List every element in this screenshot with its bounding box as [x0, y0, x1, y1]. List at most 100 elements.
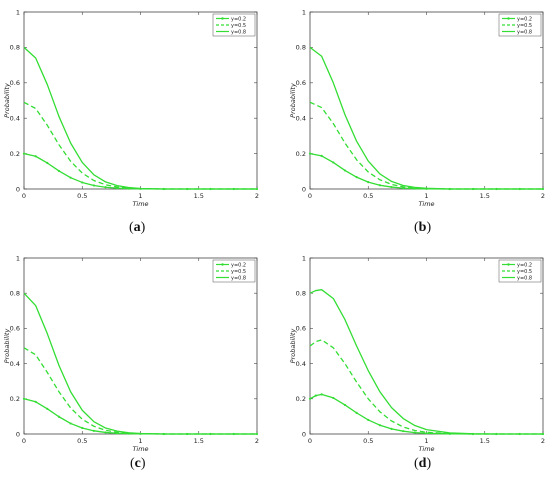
y-tick-label: 0 — [302, 185, 306, 193]
plot-frame — [309, 11, 544, 190]
legend-label: y=0.2 — [231, 17, 246, 23]
series-point — [104, 431, 107, 434]
x-tick-label: 1 — [424, 437, 428, 445]
series-point — [81, 426, 84, 430]
series-point — [378, 184, 381, 187]
y-tick-label: 0.8 — [296, 290, 306, 298]
y-tick-label: 0.4 — [10, 115, 20, 123]
legend-label: y=0.8 — [231, 276, 246, 282]
series-point — [22, 397, 26, 400]
series-point — [332, 161, 335, 164]
x-tick-label: 1 — [138, 192, 142, 200]
series-point — [308, 397, 312, 400]
legend-label: y=0.2 — [517, 263, 532, 269]
series-point — [34, 155, 37, 158]
series-point — [367, 418, 370, 422]
y-tick-label: 0.4 — [10, 360, 20, 368]
y-tick-label: 0.6 — [10, 79, 20, 87]
plot-frame — [23, 257, 258, 435]
series-line-y08 — [309, 289, 543, 435]
series-line-y08 — [23, 292, 257, 435]
panel-caption-d-letter: d — [418, 456, 427, 471]
y-tick-label: 1 — [16, 8, 20, 16]
series-point — [355, 411, 358, 414]
x-tick-label: 2 — [255, 192, 259, 200]
series-point — [343, 169, 347, 172]
legend-label: y=0.2 — [231, 263, 246, 269]
y-tick-label: 0.6 — [296, 79, 306, 87]
series-point — [320, 154, 323, 158]
panel-caption-d: (d) — [414, 456, 432, 471]
panel-caption-b-letter: b — [418, 220, 427, 235]
x-tick-label: 0 — [308, 437, 312, 445]
y-tick-label: 0.2 — [10, 395, 20, 403]
x-tick-label: 0.5 — [77, 192, 87, 200]
legend-box — [498, 13, 542, 37]
series-point — [413, 431, 416, 434]
legend-swatch-marker — [507, 17, 510, 20]
y-tick-label: 1 — [302, 8, 306, 16]
legend: y=0.2y=0.5y=0.8 — [212, 13, 256, 37]
series-point — [92, 429, 95, 432]
y-tick-label: 0.8 — [296, 44, 306, 52]
series-line-y05 — [23, 347, 257, 435]
legend-label: y=0.5 — [231, 23, 246, 29]
y-tick-label: 0.2 — [296, 150, 306, 158]
y-tick-label: 0.4 — [296, 360, 306, 368]
x-tick-label: 0 — [22, 437, 26, 445]
x-axis-label: Time — [418, 445, 434, 453]
legend-label: y=0.8 — [517, 30, 532, 36]
series-line-y02 — [309, 393, 543, 435]
panel-caption-b: (b) — [414, 220, 432, 235]
series-point — [367, 180, 370, 184]
panel-caption-c-letter: c — [134, 456, 141, 471]
y-axis-label: Probability — [3, 83, 11, 118]
y-tick-label: 1 — [16, 254, 20, 262]
legend-swatch-marker — [507, 263, 510, 266]
series-point — [104, 186, 107, 189]
plot-frame — [309, 257, 544, 435]
x-tick-label: 2 — [541, 437, 545, 445]
x-axis-label: Time — [132, 200, 148, 208]
y-axis-label: Probability — [289, 329, 297, 364]
series-point — [81, 181, 84, 184]
panel-caption-a: (a) — [129, 220, 146, 235]
legend-box — [212, 259, 256, 283]
x-axis-label: Time — [418, 200, 434, 208]
series-point — [46, 407, 49, 410]
x-tick-label: 1 — [138, 437, 142, 445]
x-tick-label: 2 — [255, 437, 259, 445]
x-tick-label: 0.5 — [77, 437, 87, 445]
series-point — [69, 422, 72, 425]
series-line-y05 — [309, 339, 543, 435]
chart-panel-a: 0 0.5 1 1.5 200.20.40.60.81TimeProbabilityy=… — [3, 8, 259, 208]
series-point — [69, 176, 72, 179]
series-point — [314, 394, 317, 397]
series-point — [390, 427, 393, 430]
series-point — [332, 396, 335, 400]
legend: y=0.2y=0.5y=0.8 — [498, 13, 542, 37]
x-tick-label: 0.5 — [363, 192, 373, 200]
panel-caption-a-letter: a — [133, 220, 141, 235]
series-point — [425, 432, 428, 435]
series-point — [46, 161, 49, 165]
y-tick-label: 0.8 — [10, 290, 20, 298]
series-point — [355, 176, 358, 179]
y-tick-label: 0.8 — [10, 44, 20, 52]
y-tick-label: 0.4 — [296, 115, 306, 123]
chart-panel-c: 0 0.5 1 1.5 200.20.40.60.81TimeProbabilityy=… — [3, 254, 259, 453]
plot-frame — [23, 11, 258, 190]
y-tick-label: 0.2 — [10, 150, 20, 158]
x-tick-label: 1.5 — [480, 437, 490, 445]
y-tick-label: 0.6 — [296, 325, 306, 333]
legend-box — [498, 259, 542, 283]
series-point — [57, 415, 61, 418]
legend-label: y=0.8 — [231, 30, 246, 36]
x-tick-label: 0 — [308, 192, 312, 200]
y-tick-label: 0 — [16, 430, 20, 438]
legend-swatch-marker — [221, 17, 224, 20]
series-point — [34, 400, 37, 403]
legend-label: y=0.5 — [517, 23, 532, 29]
series-point — [22, 152, 26, 155]
